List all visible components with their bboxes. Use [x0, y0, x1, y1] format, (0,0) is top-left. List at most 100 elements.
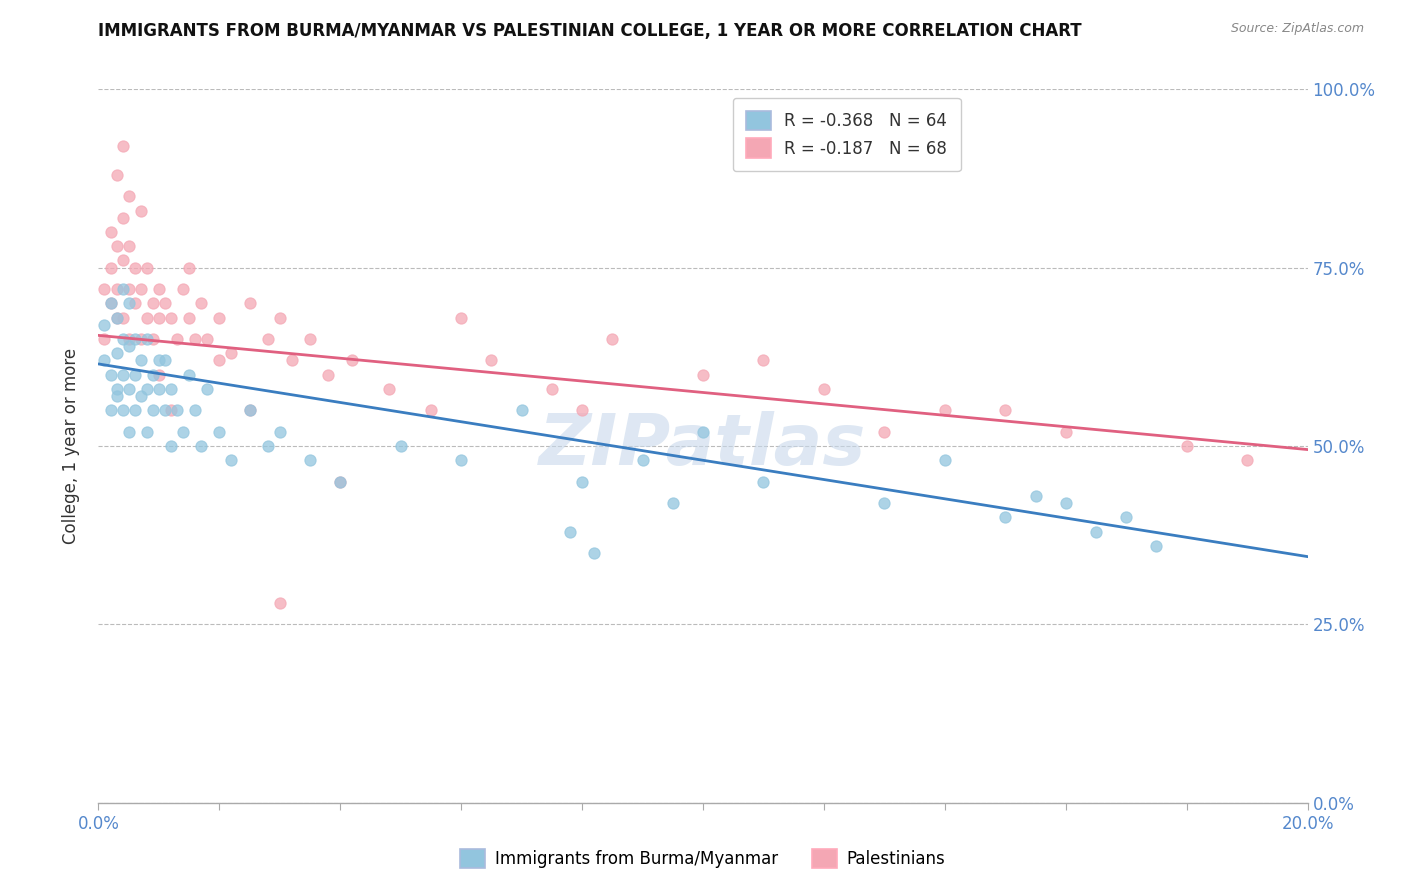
Point — [692, 425, 714, 439]
Point — [221, 346, 243, 360]
Point — [184, 403, 207, 417]
Point — [124, 260, 146, 275]
Point — [135, 425, 157, 439]
Point — [558, 524, 581, 539]
Point — [142, 296, 165, 310]
Point — [752, 475, 775, 489]
Point — [111, 211, 134, 225]
Point — [118, 189, 141, 203]
Point — [93, 282, 115, 296]
Point — [124, 403, 146, 417]
Point — [105, 239, 128, 253]
Point — [239, 403, 262, 417]
Point — [111, 310, 134, 325]
Point — [934, 403, 956, 417]
Point — [142, 368, 165, 382]
Point — [631, 453, 654, 467]
Point — [129, 389, 152, 403]
Point — [269, 596, 291, 610]
Point — [160, 403, 183, 417]
Point — [148, 282, 170, 296]
Point — [813, 382, 835, 396]
Point — [208, 353, 231, 368]
Point — [1236, 453, 1258, 467]
Text: Source: ZipAtlas.com: Source: ZipAtlas.com — [1230, 22, 1364, 36]
Point — [129, 353, 152, 368]
Point — [105, 382, 128, 396]
Point — [342, 353, 364, 368]
Point — [124, 368, 146, 382]
Point — [118, 332, 141, 346]
Point — [160, 382, 183, 396]
Point — [100, 368, 122, 382]
Point — [135, 310, 157, 325]
Point — [873, 425, 896, 439]
Point — [994, 403, 1017, 417]
Point — [179, 368, 201, 382]
Point — [100, 403, 122, 417]
Point — [124, 332, 146, 346]
Point — [299, 453, 322, 467]
Point — [111, 253, 134, 268]
Text: IMMIGRANTS FROM BURMA/MYANMAR VS PALESTINIAN COLLEGE, 1 YEAR OR MORE CORRELATION: IMMIGRANTS FROM BURMA/MYANMAR VS PALESTI… — [98, 22, 1083, 40]
Point — [1115, 510, 1137, 524]
Point — [111, 139, 134, 153]
Point — [166, 332, 188, 346]
Point — [420, 403, 443, 417]
Point — [153, 296, 176, 310]
Point — [195, 332, 218, 346]
Point — [316, 368, 339, 382]
Point — [105, 310, 128, 325]
Point — [129, 203, 152, 218]
Point — [208, 425, 231, 439]
Point — [934, 453, 956, 467]
Point — [661, 496, 683, 510]
Legend: R = -0.368   N = 64, R = -0.187   N = 68: R = -0.368 N = 64, R = -0.187 N = 68 — [733, 97, 960, 171]
Point — [377, 382, 399, 396]
Point — [166, 403, 188, 417]
Legend: Immigrants from Burma/Myanmar, Palestinians: Immigrants from Burma/Myanmar, Palestini… — [454, 842, 952, 875]
Point — [540, 382, 562, 396]
Point — [571, 403, 593, 417]
Point — [93, 353, 115, 368]
Point — [299, 332, 322, 346]
Point — [1085, 524, 1108, 539]
Point — [450, 310, 472, 325]
Point — [148, 382, 170, 396]
Point — [148, 310, 170, 325]
Point — [111, 332, 134, 346]
Point — [118, 339, 141, 353]
Point — [124, 296, 146, 310]
Point — [752, 353, 775, 368]
Point — [160, 439, 183, 453]
Point — [172, 425, 194, 439]
Point — [148, 353, 170, 368]
Point — [135, 260, 157, 275]
Point — [111, 282, 134, 296]
Point — [1054, 496, 1077, 510]
Point — [100, 296, 122, 310]
Point — [1175, 439, 1198, 453]
Point — [179, 260, 201, 275]
Point — [184, 332, 207, 346]
Point — [190, 439, 212, 453]
Point — [179, 310, 201, 325]
Point — [135, 332, 157, 346]
Point — [105, 310, 128, 325]
Point — [105, 389, 128, 403]
Point — [118, 296, 141, 310]
Point — [269, 310, 291, 325]
Point — [269, 425, 291, 439]
Point — [129, 332, 152, 346]
Point — [1024, 489, 1046, 503]
Point — [239, 403, 262, 417]
Point — [111, 403, 134, 417]
Point — [481, 353, 503, 368]
Point — [172, 282, 194, 296]
Point — [105, 346, 128, 360]
Point — [105, 282, 128, 296]
Point — [100, 225, 122, 239]
Point — [118, 382, 141, 396]
Point — [256, 332, 278, 346]
Point — [1054, 425, 1077, 439]
